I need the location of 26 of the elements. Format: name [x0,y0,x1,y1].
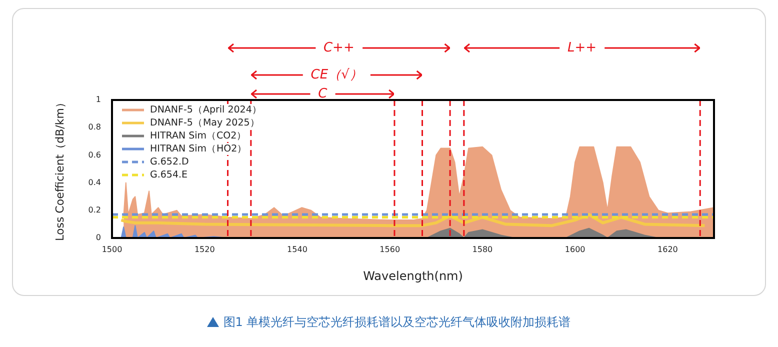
legend-label: HITRAN Sim（HO2） [150,143,248,154]
legend-label: G.652.D [150,156,189,168]
text: CE（√） [310,67,362,82]
annotation: C [318,86,328,102]
y-tick-label: 0.8 [88,122,101,132]
y-tick-label: 0 [96,233,101,242]
legend-label: DNANF-5（May 2025） [150,117,260,128]
caption: 图1 单模光纤与空芯光纤损耗谱以及空芯光纤气体吸收附加损耗谱 [223,315,571,329]
text: C++ [323,40,354,56]
x-tick-label: 1560 [380,244,400,254]
x-tick-label: 1540 [287,244,308,254]
y-tick-label: 0.6 [88,150,101,160]
x-tick-label: 1520 [194,244,215,254]
y-tick-label: 0.2 [88,205,101,214]
x-tick-label: 1580 [472,244,493,254]
legend-label: HITRAN Sim（CO2） [150,130,247,142]
y-tick-label: 0.4 [88,178,101,187]
x-axis-title: Wavelength(nm) [363,268,463,283]
y-tick-label: 1 [96,95,101,104]
x-tick-label: 1600 [564,244,586,254]
legend-label: G.654.E [150,169,188,180]
legend-label: DNANF-5（April 2024） [150,104,262,116]
x-tick-label: 1620 [658,244,678,254]
text: L++ [568,40,597,56]
y-axis-title: Loss Coefficient（dB/km） [53,97,66,241]
x-tick-label: 1500 [102,244,122,254]
